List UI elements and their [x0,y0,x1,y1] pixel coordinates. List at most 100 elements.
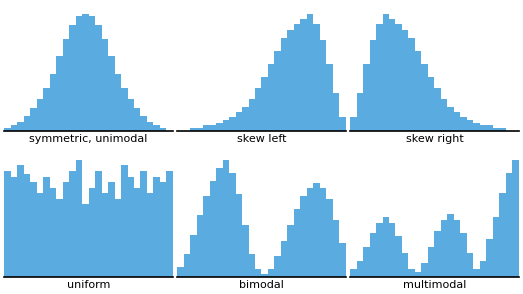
Bar [63,182,69,277]
Bar [43,88,50,131]
Bar [395,24,402,131]
Bar [197,128,203,131]
Bar [115,74,121,131]
Bar [108,182,115,277]
Bar [294,24,300,131]
Bar [300,19,307,131]
Bar [499,128,506,131]
Bar [216,168,223,277]
Bar [307,188,313,277]
Bar [262,275,268,277]
Bar [166,171,173,277]
Bar [313,24,320,131]
Bar [339,117,346,131]
Bar [24,174,30,277]
Bar [363,247,370,277]
Bar [223,120,229,131]
Bar [448,214,454,277]
Bar [357,261,363,277]
Bar [513,160,519,277]
Bar [370,233,376,277]
Bar [17,166,24,277]
Bar [370,40,376,131]
Bar [147,193,153,277]
Bar [242,107,248,131]
Bar [197,215,203,277]
Bar [229,173,235,277]
Bar [389,19,395,131]
Bar [307,14,313,131]
Bar [223,160,229,277]
Bar [153,177,160,277]
Bar [37,99,43,131]
Bar [408,38,415,131]
Bar [37,193,43,277]
Bar [153,125,160,131]
X-axis label: symmetric, unimodal: symmetric, unimodal [29,133,147,143]
Bar [402,29,408,131]
Bar [395,236,402,277]
Bar [210,181,216,277]
Bar [486,239,493,277]
Bar [268,64,275,131]
Bar [160,182,166,277]
Bar [82,14,88,131]
Bar [262,78,268,131]
Bar [50,74,56,131]
Bar [101,39,108,131]
Bar [95,25,101,131]
Bar [24,116,30,131]
Bar [473,269,480,277]
Bar [499,193,506,277]
Bar [441,220,448,277]
Bar [216,123,223,131]
Bar [10,125,17,131]
Bar [415,272,422,277]
Bar [56,199,63,277]
Bar [190,235,197,277]
Bar [435,231,441,277]
Bar [203,196,210,277]
Bar [333,93,339,131]
Bar [281,38,288,131]
Bar [101,193,108,277]
Bar [281,240,288,277]
Bar [229,117,235,131]
Bar [313,183,320,277]
Bar [242,225,248,277]
Bar [255,269,262,277]
Bar [255,88,262,131]
Bar [493,128,499,131]
Bar [268,269,275,277]
Bar [402,253,408,277]
Bar [376,24,382,131]
Bar [63,39,69,131]
Bar [363,64,370,131]
Bar [10,177,17,277]
Bar [480,126,486,131]
Bar [300,196,307,277]
Bar [95,171,101,277]
Bar [389,223,395,277]
Bar [448,107,454,131]
Bar [141,116,147,131]
Bar [454,112,460,131]
X-axis label: skew left: skew left [237,133,286,143]
Bar [506,173,513,277]
Bar [203,126,210,131]
Bar [121,166,128,277]
Bar [141,171,147,277]
Bar [460,117,467,131]
Bar [467,253,473,277]
Bar [339,243,346,277]
Bar [486,126,493,131]
Bar [428,78,435,131]
Bar [210,126,216,131]
Bar [75,160,82,277]
Bar [350,117,357,131]
X-axis label: skew right: skew right [405,133,463,143]
Bar [320,40,326,131]
Bar [17,122,24,131]
Bar [473,123,480,131]
Bar [493,217,499,277]
